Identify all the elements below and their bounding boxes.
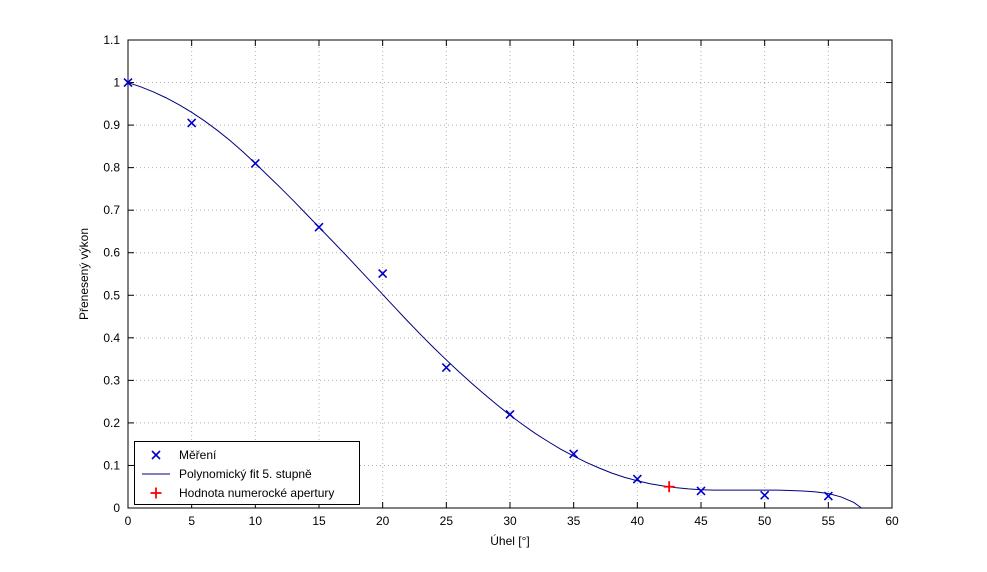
y-tick-label: 1.1 — [103, 33, 120, 47]
y-tick-label: 1 — [113, 76, 120, 90]
legend-item-apertura: Hodnota numerocké apertury — [135, 483, 359, 502]
x-marker — [632, 474, 642, 484]
x-tick-label: 0 — [125, 514, 132, 528]
y-tick-label: 0.6 — [103, 246, 120, 260]
axes-box — [127, 39, 893, 509]
x-tick-label: 40 — [631, 514, 645, 528]
x-marker — [187, 118, 197, 128]
fit-line — [127, 82, 862, 509]
x-axis-label: Úhel [°] — [490, 533, 529, 548]
legend-item-fit: Polynomický fit 5. stupně — [135, 464, 359, 483]
x-tick-label: 5 — [188, 514, 195, 528]
x-tick-label: 50 — [758, 514, 772, 528]
x-tick-label: 10 — [249, 514, 263, 528]
y-axis-label: Přenesený výkon — [77, 228, 91, 320]
y-tick-label: 0.4 — [103, 331, 120, 345]
legend-item-mereni: Měření — [135, 445, 359, 464]
y-tick-label: 0.5 — [103, 288, 120, 302]
x-marker — [696, 486, 706, 496]
x-tick-label: 45 — [694, 514, 708, 528]
x-marker — [760, 490, 770, 500]
x-marker — [441, 363, 451, 373]
x-tick-label: 15 — [312, 514, 326, 528]
y-tick-label: 0.3 — [103, 373, 120, 387]
line-sample-icon — [142, 473, 170, 474]
x-tick-label: 35 — [567, 514, 581, 528]
y-tick-label: 0.8 — [103, 161, 120, 175]
x-marker — [314, 222, 324, 232]
x-tick-label: 25 — [440, 514, 454, 528]
x-marker — [505, 409, 515, 419]
x-tick-label: 30 — [503, 514, 517, 528]
x-marker-icon — [151, 449, 161, 460]
x-tick-label: 60 — [885, 514, 899, 528]
x-marker — [569, 449, 579, 459]
x-tick-label: 55 — [822, 514, 836, 528]
legend-label-mereni: Měření — [179, 447, 217, 462]
legend-label-apertura: Hodnota numerocké apertury — [179, 485, 335, 500]
legend-label-fit: Polynomický fit 5. stupně — [179, 466, 312, 481]
y-tick-label: 0 — [113, 501, 120, 515]
y-tick-label: 0.1 — [103, 458, 120, 472]
y-tick-label: 0.2 — [103, 416, 120, 430]
y-tick-label: 0.7 — [103, 203, 120, 217]
x-marker — [123, 77, 133, 88]
x-marker — [378, 269, 388, 279]
x-marker — [250, 158, 260, 168]
legend: Měření Polynomický fit 5. stupně Hodnota… — [134, 441, 360, 505]
plus-marker-icon — [150, 487, 162, 498]
y-tick-label: 0.9 — [103, 118, 120, 132]
x-marker — [823, 491, 833, 501]
x-marker — [151, 449, 161, 460]
x-tick-label: 20 — [376, 514, 390, 528]
